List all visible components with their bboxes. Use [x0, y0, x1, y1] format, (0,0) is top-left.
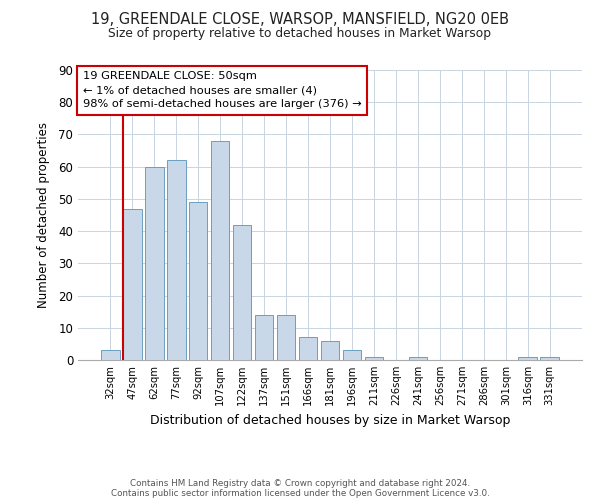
Bar [189, 202, 208, 360]
Bar [167, 160, 185, 360]
Bar [101, 350, 119, 360]
Bar [123, 208, 142, 360]
Bar [320, 340, 340, 360]
Text: 19, GREENDALE CLOSE, WARSOP, MANSFIELD, NG20 0EB: 19, GREENDALE CLOSE, WARSOP, MANSFIELD, … [91, 12, 509, 28]
Bar [518, 357, 537, 360]
Bar [365, 357, 383, 360]
Bar [255, 315, 274, 360]
Text: Size of property relative to detached houses in Market Warsop: Size of property relative to detached ho… [109, 28, 491, 40]
Bar [145, 166, 164, 360]
Bar [299, 338, 317, 360]
Bar [409, 357, 427, 360]
X-axis label: Distribution of detached houses by size in Market Warsop: Distribution of detached houses by size … [150, 414, 510, 426]
Text: Contains public sector information licensed under the Open Government Licence v3: Contains public sector information licen… [110, 488, 490, 498]
Bar [541, 357, 559, 360]
Text: 19 GREENDALE CLOSE: 50sqm
← 1% of detached houses are smaller (4)
98% of semi-de: 19 GREENDALE CLOSE: 50sqm ← 1% of detach… [83, 72, 362, 110]
Bar [233, 224, 251, 360]
Bar [277, 315, 295, 360]
Y-axis label: Number of detached properties: Number of detached properties [37, 122, 50, 308]
Bar [343, 350, 361, 360]
Text: Contains HM Land Registry data © Crown copyright and database right 2024.: Contains HM Land Registry data © Crown c… [130, 478, 470, 488]
Bar [211, 141, 229, 360]
